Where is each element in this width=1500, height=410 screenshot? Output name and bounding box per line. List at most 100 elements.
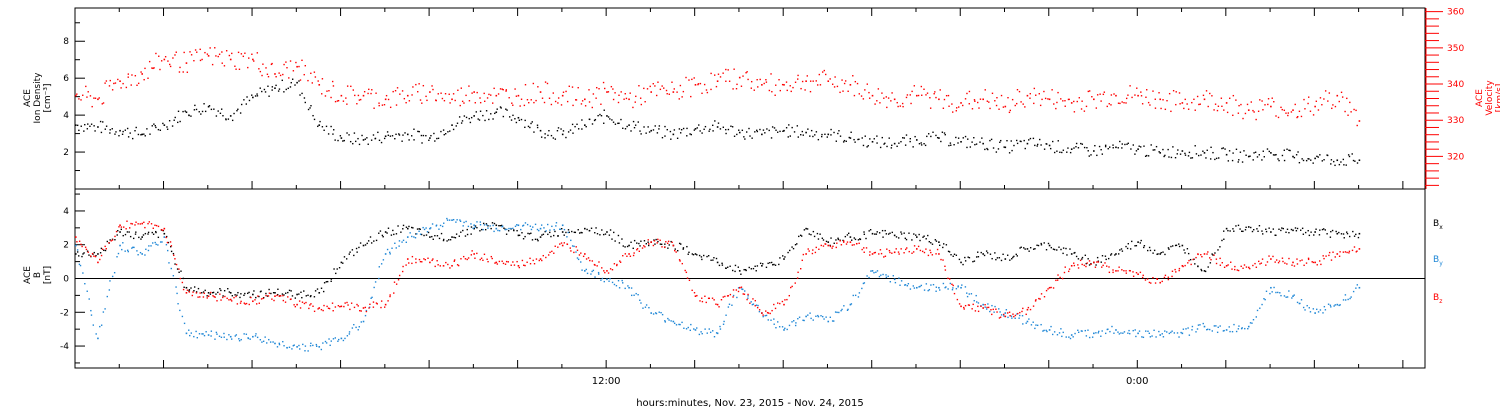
data-point	[833, 242, 835, 244]
data-point	[840, 244, 843, 246]
data-point	[301, 92, 303, 95]
data-point	[883, 143, 885, 145]
data-point	[921, 94, 923, 96]
data-point	[209, 47, 211, 49]
data-point	[280, 295, 282, 297]
data-point	[845, 140, 847, 143]
data-point	[633, 252, 635, 254]
data-point	[835, 239, 837, 241]
data-point	[120, 87, 122, 89]
data-point	[694, 128, 697, 130]
data-point	[199, 59, 202, 62]
data-point	[1324, 90, 1327, 92]
data-point	[989, 139, 991, 142]
data-point	[1022, 103, 1024, 105]
data-point	[1052, 248, 1055, 250]
data-point	[1237, 161, 1239, 163]
data-point	[758, 310, 761, 313]
data-point	[622, 127, 624, 130]
data-point	[455, 233, 458, 235]
data-point	[842, 90, 844, 92]
data-point	[501, 225, 504, 227]
data-point	[1314, 105, 1316, 108]
data-point	[76, 93, 78, 95]
data-point	[1239, 228, 1241, 230]
data-point	[1336, 159, 1339, 162]
data-point	[114, 133, 116, 135]
data-point	[998, 108, 1000, 110]
data-point	[93, 125, 95, 127]
data-point	[600, 279, 602, 281]
data-point	[185, 62, 188, 64]
data-point	[1223, 230, 1225, 232]
data-point	[411, 262, 413, 265]
data-point	[342, 262, 344, 264]
data-point	[635, 292, 637, 295]
data-point	[1319, 309, 1322, 311]
data-point	[1199, 324, 1201, 326]
data-point	[1117, 147, 1119, 149]
data-point	[186, 71, 189, 73]
data-point	[1075, 142, 1078, 145]
data-point	[1323, 305, 1326, 308]
data-point	[649, 85, 651, 88]
data-point	[697, 83, 699, 86]
data-point	[440, 92, 442, 94]
data-point	[310, 105, 312, 107]
data-point	[496, 108, 498, 110]
data-point	[129, 227, 131, 229]
data-point	[1186, 103, 1188, 105]
data-point	[362, 139, 365, 141]
data-point	[664, 243, 666, 245]
data-point	[152, 242, 154, 244]
data-point	[1045, 249, 1048, 251]
data-point	[901, 102, 904, 105]
data-point	[746, 298, 748, 301]
data-point	[294, 297, 297, 299]
data-point	[1043, 148, 1046, 150]
data-point	[283, 345, 285, 347]
data-point	[174, 258, 176, 260]
data-point	[912, 251, 915, 253]
data-point	[322, 309, 324, 312]
data-point	[412, 227, 414, 229]
data-point	[1197, 154, 1200, 157]
data-point	[1119, 102, 1121, 105]
data-point	[936, 136, 939, 139]
data-point	[779, 130, 781, 133]
data-point	[756, 79, 758, 81]
data-point	[1127, 243, 1129, 245]
data-point	[364, 306, 367, 309]
data-point	[612, 98, 615, 101]
data-point	[584, 105, 587, 107]
data-point	[219, 112, 222, 115]
data-point	[1096, 154, 1098, 157]
data-point	[923, 289, 926, 291]
data-point	[998, 308, 1000, 310]
data-point	[991, 304, 993, 307]
data-point	[529, 225, 532, 227]
data-point	[742, 75, 744, 77]
data-point	[1125, 270, 1127, 272]
data-point	[788, 324, 791, 327]
data-point	[1326, 154, 1329, 157]
data-point	[252, 300, 254, 303]
data-point	[809, 90, 812, 93]
data-point	[508, 116, 511, 118]
data-point	[1250, 101, 1252, 103]
data-point	[633, 294, 635, 296]
data-point	[204, 110, 207, 113]
data-point	[1134, 94, 1136, 96]
data-point	[684, 269, 686, 272]
data-point	[654, 243, 656, 245]
data-point	[88, 298, 90, 300]
data-point	[276, 346, 279, 348]
data-point	[833, 320, 835, 322]
data-point	[565, 231, 567, 234]
data-point	[830, 134, 832, 136]
data-point	[1047, 242, 1050, 245]
data-point	[240, 300, 242, 303]
data-point	[283, 63, 285, 66]
data-point	[127, 76, 129, 78]
data-point	[149, 133, 151, 135]
